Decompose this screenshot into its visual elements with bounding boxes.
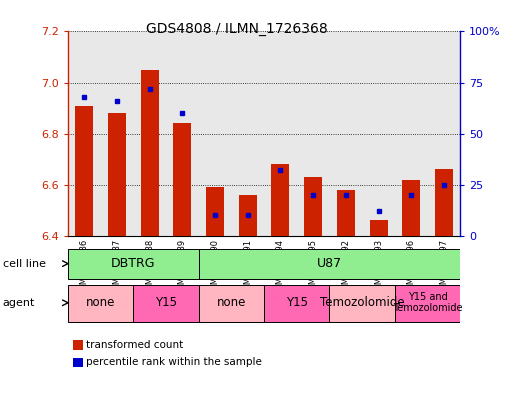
Bar [174, 123, 191, 236]
Bar [264, 285, 329, 322]
Text: none: none [86, 296, 116, 309]
Text: Y15: Y15 [286, 296, 308, 309]
Bar [68, 249, 199, 279]
Bar [435, 169, 453, 236]
Bar [402, 180, 420, 236]
Bar [141, 70, 158, 236]
Bar [75, 105, 93, 236]
Text: U87: U87 [317, 257, 342, 270]
Text: Y15 and
Temozolomide: Y15 and Temozolomide [393, 292, 462, 313]
Bar [304, 177, 322, 236]
Bar [199, 285, 264, 322]
Text: Temozolomide: Temozolomide [320, 296, 404, 309]
Text: none: none [217, 296, 246, 309]
Bar [206, 187, 224, 236]
Bar [108, 113, 126, 236]
Text: percentile rank within the sample: percentile rank within the sample [86, 357, 262, 367]
Bar [133, 285, 199, 322]
Bar [370, 220, 388, 236]
Bar [329, 285, 395, 322]
Bar [337, 190, 355, 236]
Text: GDS4808 / ILMN_1726368: GDS4808 / ILMN_1726368 [146, 22, 328, 36]
Text: DBTRG: DBTRG [111, 257, 156, 270]
Bar [68, 285, 133, 322]
Bar [271, 164, 289, 236]
Bar [395, 285, 460, 322]
Bar [239, 195, 257, 236]
Text: Y15: Y15 [155, 296, 177, 309]
Text: agent: agent [3, 298, 35, 309]
Bar [199, 249, 460, 279]
Text: transformed count: transformed count [86, 340, 184, 350]
Text: cell line: cell line [3, 259, 46, 269]
